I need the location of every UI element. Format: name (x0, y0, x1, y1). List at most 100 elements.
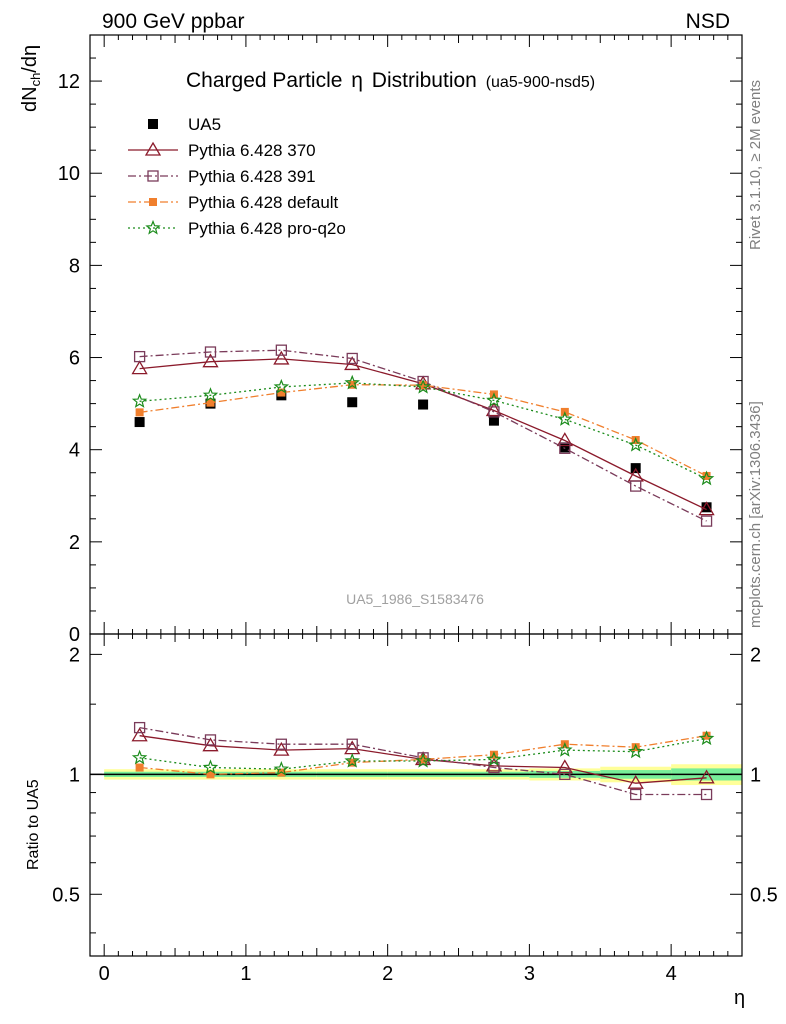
x-tick-label: 2 (382, 963, 393, 985)
ratio-point-pythia-6-428-pro-q2o (273, 761, 290, 776)
ratio-point-pythia-6-428-default (489, 750, 498, 759)
main-y-axis-label: dNch/dη (19, 45, 43, 112)
ratio-point-pythia-6-428-370 (131, 727, 148, 742)
data-point-pythia-6-428-391 (204, 346, 217, 358)
data-point-pythia-6-428-default (348, 380, 357, 389)
ratio-y-tick-label: 2 (69, 644, 80, 666)
x-tick-label: 0 (99, 963, 110, 985)
data-point-pythia-6-428-391 (133, 350, 146, 363)
data-point-ua5 (559, 442, 570, 453)
ratio-point-pythia-6-428-370 (698, 769, 715, 784)
ratio-y-tick-label-right: 2 (750, 644, 761, 666)
ratio-y-tick-label-right: 1 (750, 764, 761, 786)
legend: UA5 Pythia 6.428 370 Pythia 6.428 391 Pythi… (128, 115, 346, 238)
ratio-point-pythia-6-428-pro-q2o (486, 751, 502, 767)
ratio-plot-frame (89, 633, 743, 957)
main-y-tick-label: 12 (58, 71, 80, 93)
data-point-pythia-6-428-391 (488, 406, 500, 418)
data-point-pythia-6-428-391 (559, 442, 571, 454)
ratio-y-axis-label: Ratio to UA5 (25, 779, 42, 870)
legend-marker-pythia-6-428-default (149, 198, 157, 206)
header-right: NSD (686, 10, 730, 33)
data-point-pythia-6-428-391 (346, 352, 358, 365)
ratio-point-pythia-6-428-default (419, 755, 428, 764)
data-point-ua5 (488, 415, 499, 426)
ratio-point-pythia-6-428-pro-q2o (698, 730, 715, 746)
data-point-pythia-6-428-pro-q2o (131, 393, 148, 408)
legend-marker-ua5 (148, 119, 158, 129)
data-point-pythia-6-428-pro-q2o (557, 411, 573, 426)
data-point-ua5 (418, 399, 429, 410)
data-point-pythia-6-428-pro-q2o (344, 374, 360, 390)
data-point-pythia-6-428-pro-q2o (486, 392, 502, 407)
ratio-point-pythia-6-428-pro-q2o (131, 749, 148, 765)
main-y-tick-label: 8 (69, 255, 80, 277)
ratio-point-pythia-6-428-default (206, 770, 215, 779)
data-point-pythia-6-428-370 (485, 402, 503, 417)
x-axis-label: η (734, 987, 745, 1009)
ratio-y-tick-label-right: 0.5 (750, 884, 778, 906)
side-mcplots-label: mcplots.cern.ch [arXiv:1306.3436] (747, 401, 764, 628)
legend-marker-pythia-6-428-pro-q2o (145, 219, 161, 235)
data-point-pythia-6-428-default (135, 408, 144, 417)
data-point-pythia-6-428-default (277, 388, 286, 397)
data-point-pythia-6-428-pro-q2o (698, 470, 715, 486)
data-point-pythia-6-428-391 (275, 344, 287, 356)
data-point-pythia-6-428-default (206, 398, 215, 407)
data-point-pythia-6-428-default (419, 381, 428, 390)
ratio-point-pythia-6-428-pro-q2o (557, 741, 573, 757)
data-point-pythia-6-428-370 (131, 360, 148, 375)
main-y-tick-label: 6 (69, 348, 80, 370)
legend-label-pythia-6-428-default: Pythia 6.428 default (188, 193, 339, 212)
data-point-pythia-6-428-391 (700, 515, 713, 527)
data-point-pythia-6-428-pro-q2o (273, 378, 290, 394)
data-point-pythia-6-428-pro-q2o (627, 436, 644, 452)
legend-marker-pythia-6-428-370 (144, 141, 162, 156)
main-plot: 0 2 4 6 8 10 12 (58, 34, 743, 646)
analysis-watermark: UA5_1986_S1583476 (346, 591, 484, 607)
legend-label-ua5: UA5 (188, 115, 221, 134)
ratio-line-pythia-6-428-pro-q2o (139, 737, 707, 770)
ratio-point-pythia-6-428-default (702, 731, 711, 740)
data-point-pythia-6-428-391 (630, 480, 642, 492)
legend-marker-pythia-6-428-391 (147, 170, 159, 182)
x-tick-label: 3 (524, 963, 535, 985)
side-rivet-label: Rivet 3.1.10, ≥ 2M events (747, 80, 764, 250)
data-point-pythia-6-428-default (702, 471, 711, 480)
ratio-point-pythia-6-428-391 (204, 734, 217, 746)
ratio-point-pythia-6-428-pro-q2o (202, 759, 219, 775)
ratio-point-pythia-6-428-391 (630, 788, 642, 801)
ratio-point-pythia-6-428-default (631, 743, 640, 752)
plot-title: Charged Particle η Distribution (ua5-900… (186, 69, 595, 92)
plot-title-ref: (ua5-900-nsd5) (486, 74, 595, 91)
data-point-pythia-6-428-pro-q2o (415, 378, 431, 394)
plot-title-suffix: Distribution (372, 69, 477, 92)
data-point-pythia-6-428-pro-q2o (202, 387, 219, 402)
data-point-ua5 (701, 502, 712, 513)
main-y-tick-label: 10 (58, 163, 80, 185)
series-line-pythia-6-428-391 (139, 349, 707, 522)
ratio-point-pythia-6-428-370 (627, 774, 644, 789)
plot-title-main: Charged Particle (186, 69, 342, 92)
main-y-tick-label: 4 (69, 440, 80, 462)
main-y-tick-label: 2 (69, 532, 80, 554)
ratio-point-pythia-6-428-391 (559, 768, 571, 780)
ratio-y-tick-label: 0.5 (52, 884, 80, 906)
x-tick-label: 4 (666, 963, 677, 985)
ratio-point-pythia-6-428-370 (556, 759, 573, 774)
legend-label-pythia-6-428-391: Pythia 6.428 391 (188, 167, 316, 186)
data-point-pythia-6-428-370 (556, 432, 573, 447)
ratio-point-pythia-6-428-391 (133, 721, 146, 734)
plot-title-symbol: η (351, 69, 363, 92)
legend-label-pythia-6-428-370: Pythia 6.428 370 (188, 141, 316, 160)
legend-label-pythia-6-428-pro-q2o: Pythia 6.428 pro-q2o (188, 219, 346, 238)
data-point-ua5 (347, 397, 358, 408)
data-point-pythia-6-428-370 (202, 353, 219, 368)
ratio-point-pythia-6-428-pro-q2o (627, 743, 644, 759)
series-line-pythia-6-428-default (139, 384, 707, 477)
ratio-plot: 0 1 2 3 4 0.5 0.5 1 1 2 2 (52, 633, 778, 985)
main-y-tick-label: 0 (69, 624, 80, 646)
ratio-point-pythia-6-428-pro-q2o (415, 752, 431, 768)
header-left: 900 GeV ppbar (102, 10, 244, 33)
